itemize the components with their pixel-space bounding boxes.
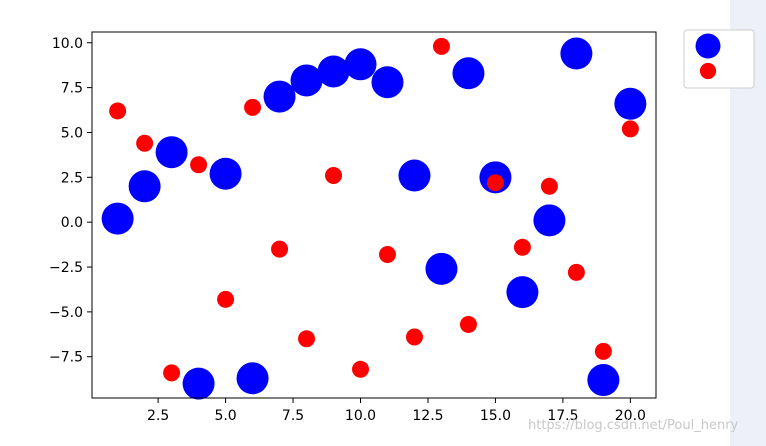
y-tick-label: −2.5 — [49, 260, 83, 276]
data-point-blue — [182, 367, 215, 400]
data-point-red — [352, 360, 370, 378]
data-point-red — [540, 177, 558, 195]
x-tick-label: 12.5 — [412, 408, 443, 424]
data-point-blue — [614, 87, 647, 120]
data-point-blue — [236, 362, 269, 395]
data-point-blue — [506, 276, 539, 309]
data-point-red — [244, 98, 262, 116]
y-tick-label: −5.0 — [49, 305, 83, 321]
y-tick-label: −7.5 — [49, 350, 83, 366]
data-point-blue — [560, 37, 593, 70]
x-tick-label: 15.0 — [480, 408, 511, 424]
data-point-red — [486, 174, 504, 192]
y-tick-label: 2.5 — [61, 170, 83, 186]
watermark: https://blog.csdn.net/Poul_henry — [528, 418, 739, 433]
legend-marker-red — [699, 62, 717, 80]
y-tick-label: 7.5 — [61, 81, 83, 97]
data-point-red — [109, 102, 127, 120]
data-point-blue — [398, 159, 431, 192]
ticks-layer: 2.5 5.0 7.5 10.0 12.5 15.0 17.5 20.0 −7.5 −5.0 −2.… — [49, 36, 646, 424]
marks-layer — [101, 37, 647, 400]
data-point-blue — [155, 136, 188, 169]
data-point-red — [190, 156, 208, 174]
y-tick-label: 10.0 — [52, 36, 83, 52]
data-point-red — [298, 330, 316, 348]
data-point-red — [136, 134, 154, 152]
legend — [683, 29, 755, 89]
y-tick-label: 0.0 — [61, 215, 83, 231]
data-point-blue — [317, 55, 350, 88]
data-point-blue — [452, 57, 485, 90]
data-point-red — [432, 37, 450, 55]
data-point-red — [459, 315, 477, 333]
data-point-blue — [344, 48, 377, 81]
x-tick-label: 5.0 — [214, 408, 236, 424]
x-tick-label: 17.5 — [547, 408, 578, 424]
data-point-red — [513, 238, 531, 256]
data-point-red — [567, 263, 585, 281]
data-point-red — [217, 290, 235, 308]
x-tick-label: 2.5 — [147, 408, 169, 424]
data-point-blue — [371, 66, 404, 99]
x-tick-label: 20.0 — [615, 408, 646, 424]
plot-area-frame — [91, 31, 657, 399]
data-point-red — [378, 245, 396, 263]
data-point-blue — [128, 170, 161, 203]
data-point-blue — [533, 204, 566, 237]
data-point-blue — [263, 80, 296, 113]
data-point-red — [163, 364, 181, 382]
data-point-red — [621, 120, 639, 138]
y-tick-label: 5.0 — [61, 125, 83, 141]
legend-box — [683, 29, 755, 89]
x-tick-label: 10.0 — [345, 408, 376, 424]
data-point-blue — [587, 364, 620, 397]
data-point-red — [405, 328, 423, 346]
legend-marker-blue — [695, 33, 721, 59]
data-point-red — [325, 167, 343, 185]
x-tick-label: 7.5 — [282, 408, 304, 424]
data-point-blue — [101, 202, 134, 235]
data-point-blue — [290, 64, 323, 97]
data-point-red — [271, 240, 289, 258]
data-point-red — [594, 342, 612, 360]
data-point-blue — [209, 157, 242, 190]
data-point-blue — [425, 252, 458, 285]
